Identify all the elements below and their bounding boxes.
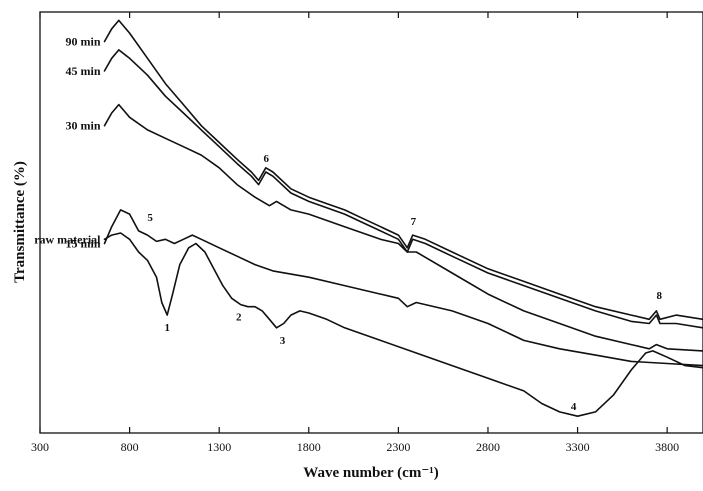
series-layer	[105, 20, 703, 416]
series-line-raw-material	[105, 233, 703, 416]
series-label-45-min: 45 min	[65, 64, 100, 78]
x-tick-label: 1300	[207, 440, 231, 454]
x-tick-label: 3800	[655, 440, 679, 454]
peak-label-3: 3	[280, 335, 286, 347]
x-tick-label: 2300	[386, 440, 410, 454]
peak-label-5: 5	[147, 212, 153, 224]
peak-label-8: 8	[657, 290, 663, 302]
x-axis-title: Wave number (cm⁻¹)	[303, 465, 438, 481]
series-label-raw-material: raw material	[34, 232, 101, 246]
x-tick-label: 3300	[566, 440, 590, 454]
peak-annotation-layer: 1 2 3 4 5 6 7 8	[147, 153, 662, 413]
x-axis-title-text: Wave number	[303, 465, 394, 481]
series-label-30-min: 30 min	[65, 119, 100, 133]
series-line-30-min	[105, 105, 703, 351]
series-line-15-min	[105, 210, 703, 366]
x-tick-label: 300	[31, 440, 49, 454]
y-axis-title: Transmittance (%)	[12, 161, 28, 283]
tick-layer: 300 800 1300 1800 2300 2800 3300 3800	[31, 12, 679, 454]
series-line-90-min	[105, 20, 703, 319]
peak-label-6: 6	[263, 153, 269, 165]
peak-label-7: 7	[411, 216, 417, 228]
x-tick-label: 1800	[297, 440, 321, 454]
peak-label-1: 1	[164, 322, 170, 334]
series-label-90-min: 90 min	[65, 34, 100, 48]
x-axis-title-unit: (cm⁻¹)	[397, 465, 439, 481]
x-tick-label: 2800	[476, 440, 500, 454]
peak-label-2: 2	[236, 312, 242, 324]
x-tick-label: 800	[121, 440, 139, 454]
peak-label-4: 4	[571, 401, 577, 413]
series-line-45-min	[105, 50, 703, 328]
